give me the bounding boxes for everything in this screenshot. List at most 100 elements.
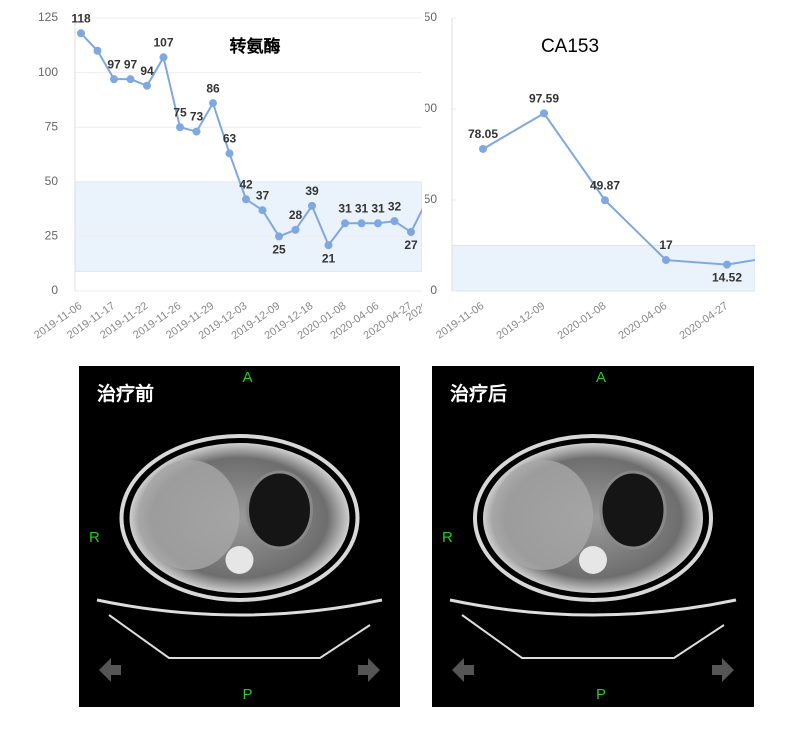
- ct-vertebra: [225, 546, 254, 574]
- orientation-left: R: [442, 529, 453, 546]
- data-label: 39: [305, 184, 319, 198]
- data-label: 97: [124, 57, 138, 71]
- data-point: [291, 225, 300, 234]
- chart-title: 转氨酶: [230, 36, 281, 57]
- data-point: [479, 144, 487, 153]
- ct-stomach: [246, 470, 313, 550]
- image-caption: 治疗后: [450, 382, 507, 405]
- y-tick-label: 50: [424, 192, 438, 206]
- data-point: [662, 256, 670, 265]
- data-label: 17: [659, 238, 673, 252]
- data-point: [258, 206, 267, 215]
- ct-stomach: [599, 470, 667, 550]
- data-label: 78.05: [468, 127, 498, 141]
- data-point: [723, 260, 731, 269]
- ct-images: 治疗前 A R P 治疗后 A R P: [79, 366, 754, 707]
- x-tick-label: 2020-04-27: [677, 300, 730, 342]
- data-point: [374, 219, 382, 228]
- chart-title: CA153: [541, 36, 599, 57]
- data-label: 14.52: [712, 271, 742, 285]
- x-tick-label: 2020-01-08: [555, 300, 608, 342]
- y-tick-label: 100: [38, 65, 58, 79]
- y-tick-label: 25: [45, 229, 59, 243]
- x-tick-label: 20: [774, 300, 790, 317]
- data-point: [784, 251, 790, 259]
- data-label: 25: [272, 243, 286, 257]
- data-point: [209, 99, 217, 108]
- data-label: 49.87: [590, 178, 620, 192]
- data-label: 94: [140, 64, 154, 78]
- nav-left: [99, 658, 121, 682]
- data-label: 42: [239, 177, 253, 191]
- data-point: [390, 217, 399, 226]
- data-point: [601, 196, 609, 205]
- orientation-bottom: P: [242, 686, 252, 703]
- data-point: [192, 127, 201, 136]
- nav-right: [358, 658, 380, 682]
- data-point: [540, 109, 548, 118]
- ct-vertebra: [579, 546, 607, 574]
- data-point: [357, 219, 366, 228]
- y-tick-label: 125: [38, 10, 58, 24]
- data-label: 32: [388, 199, 402, 213]
- y-tick-label: 50: [45, 174, 59, 188]
- data-label: 63: [223, 132, 237, 146]
- data-point: [77, 29, 85, 38]
- data-point: [407, 228, 415, 237]
- data-point: [324, 241, 333, 250]
- data-label: 97.59: [529, 92, 559, 106]
- data-label: 31: [355, 201, 369, 215]
- data-label: 27: [404, 238, 418, 252]
- orientation-left: R: [89, 529, 100, 546]
- data-point: [159, 53, 168, 62]
- data-point: [308, 201, 316, 210]
- data-line: [80, 32, 422, 248]
- y-tick-label: 75: [45, 119, 59, 133]
- data-label: 31: [371, 201, 385, 215]
- image-caption: 治疗前: [97, 382, 154, 405]
- data-line: [482, 112, 755, 266]
- x-tick-label: 2019-11-06: [434, 300, 486, 342]
- data-label: 97: [107, 57, 121, 71]
- y-tick-label: 0: [51, 283, 58, 297]
- data-label: 107: [153, 35, 173, 49]
- ct-table: [449, 598, 737, 617]
- data-point: [143, 81, 151, 90]
- alt-chart: 0255075100125转氨酶2019-11-062019-11-172019…: [32, 10, 422, 342]
- x-tick-label: 2019-12-09: [494, 300, 547, 342]
- ct-table-base: [461, 614, 725, 659]
- data-point: [93, 46, 102, 55]
- y-tick-label: 150: [417, 10, 437, 24]
- y-tick-label: 100: [417, 101, 437, 115]
- data-label: 31: [338, 201, 352, 215]
- data-point: [341, 219, 349, 228]
- orientation-top: A: [242, 369, 252, 386]
- ct-liver: [493, 460, 593, 570]
- data-point: [110, 75, 118, 84]
- nav-right: [712, 658, 734, 682]
- ct-liver: [139, 460, 240, 570]
- ct-body-outline: [119, 434, 360, 602]
- data-point: [275, 232, 283, 241]
- orientation-bottom: P: [596, 686, 606, 703]
- y-tick-label: 0: [430, 283, 437, 297]
- orientation-top: A: [596, 369, 606, 386]
- ct-table: [96, 598, 383, 617]
- data-label: 118: [71, 11, 91, 25]
- data-point: [242, 195, 250, 204]
- data-label: 21: [322, 251, 336, 265]
- reference-band: [451, 245, 755, 292]
- data-label: 37: [256, 188, 270, 202]
- data-label: 28: [289, 208, 303, 222]
- nav-left: [452, 658, 474, 682]
- data-label: 73: [190, 110, 204, 124]
- ct-body-outline: [473, 434, 713, 602]
- data-point: [126, 75, 135, 84]
- data-label: 86: [206, 81, 220, 95]
- data-point: [176, 123, 184, 132]
- x-tick-label: 2020-04-06: [616, 300, 669, 342]
- ct-table-base: [108, 614, 371, 659]
- reference-band: [74, 181, 422, 272]
